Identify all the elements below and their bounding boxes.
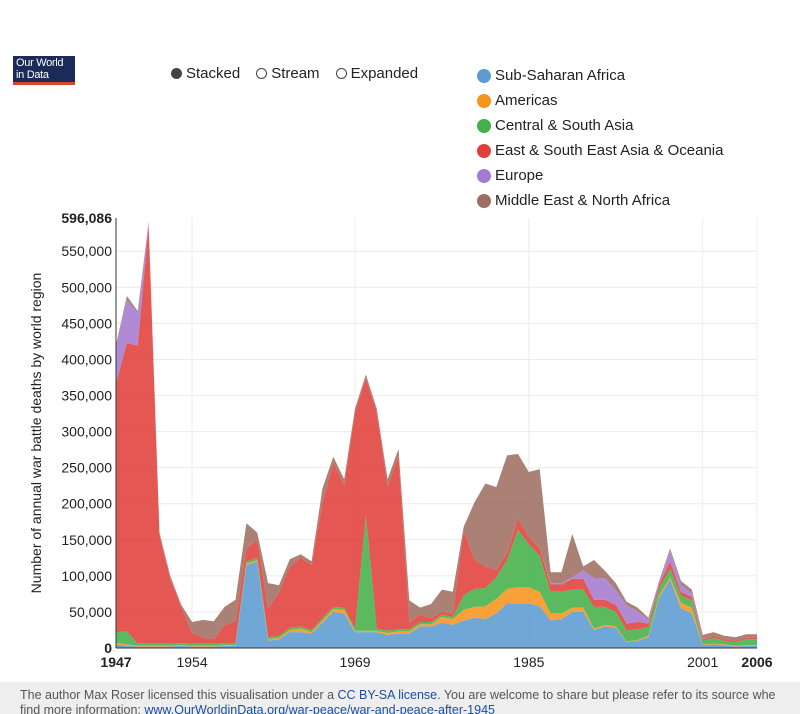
stacked-area-chart: 0 50,000 100,000 150,000 200,000 250,000 300,0…	[28, 210, 773, 670]
source-line: find more information: www.OurWorldinDat…	[20, 703, 800, 714]
area-sub-saharan-africa	[116, 561, 757, 648]
y-tick-label: 400,000	[61, 351, 112, 367]
legend-label: Sub-Saharan Africa	[495, 67, 626, 84]
legend-swatch-icon	[477, 68, 491, 83]
radio-unselected-icon[interactable]	[335, 68, 347, 79]
radio-unselected-icon[interactable]	[256, 68, 268, 79]
license-text: The author Max Roser licensed this visua…	[20, 688, 800, 702]
area-central-south-asia	[116, 515, 757, 646]
x-tick-label: 1969	[339, 654, 370, 670]
footer-text: find more information:	[20, 703, 145, 714]
y-tick-label: 500,000	[61, 279, 112, 295]
legend-swatch-icon	[477, 93, 491, 108]
y-tick-label: 100,000	[61, 568, 112, 584]
area-series	[116, 221, 757, 648]
logo-line1: Our World	[16, 57, 64, 69]
legend-label: East & South East Asia & Oceania	[495, 142, 724, 159]
x-tick-label: 2006	[741, 654, 772, 670]
y-tick-label: 50,000	[69, 604, 112, 620]
our-world-in-data-logo[interactable]: Our World in Data	[13, 56, 75, 85]
legend-item-central-south-asia[interactable]: Central & South Asia	[477, 113, 723, 138]
footer-text: The author Max Roser licensed this visua…	[20, 688, 338, 702]
toggle-stacked[interactable]: Stacked	[171, 65, 240, 82]
y-tick-label: 0	[104, 640, 112, 656]
x-tick-label: 1947	[100, 654, 131, 670]
legend-label: Middle East & North Africa	[495, 192, 671, 209]
legend-swatch-icon	[477, 118, 491, 133]
y-tick-label: 150,000	[61, 532, 112, 548]
area-europe	[116, 223, 757, 641]
legend-item-east-asia-oceania[interactable]: East & South East Asia & Oceania	[477, 138, 723, 163]
x-tick-label: 1954	[176, 654, 207, 670]
legend-item-sub-saharan-africa[interactable]: Sub-Saharan Africa	[477, 63, 723, 88]
y-tick-label: 250,000	[61, 460, 112, 476]
x-tick-label: 1985	[513, 654, 544, 670]
y-tick-label: 300,000	[61, 424, 112, 440]
legend-swatch-icon	[477, 143, 491, 158]
legend-swatch-icon	[477, 168, 491, 183]
y-tick-label: 350,000	[61, 388, 112, 404]
chart-mode-toggles: Stacked Stream Expanded	[171, 65, 418, 82]
y-tick-label: 450,000	[61, 315, 112, 331]
legend-label: Americas	[495, 92, 558, 109]
license-link[interactable]: CC BY-SA license	[337, 688, 438, 702]
legend-item-europe[interactable]: Europe	[477, 163, 723, 188]
legend-label: Central & South Asia	[495, 117, 634, 134]
legend: Sub-Saharan Africa Americas Central & So…	[477, 63, 723, 213]
y-axis-label: Number of annual war battle deaths by wo…	[28, 273, 44, 594]
toggle-stacked-label: Stacked	[186, 65, 241, 82]
logo-line2: in Data	[16, 69, 49, 81]
y-tick-label: 200,000	[61, 496, 112, 512]
footer-text: . You are welcome to share but please re…	[437, 688, 776, 702]
legend-item-middle-east-north-africa[interactable]: Middle East & North Africa	[477, 188, 723, 213]
legend-item-americas[interactable]: Americas	[477, 88, 723, 113]
toggle-expanded-label: Expanded	[350, 65, 419, 82]
x-tick-label: 2001	[687, 654, 718, 670]
legend-swatch-icon	[477, 193, 491, 208]
toggle-stream[interactable]: Stream	[256, 65, 320, 82]
axes: 0 50,000 100,000 150,000 200,000 250,000 300,0…	[61, 210, 772, 670]
radio-selected-icon[interactable]	[171, 68, 182, 79]
y-max-label: 596,086	[61, 210, 112, 226]
area-east-south-east-asia-oceania	[116, 225, 757, 644]
legend-label: Europe	[495, 167, 544, 184]
footer: The author Max Roser licensed this visua…	[0, 682, 800, 714]
toggle-stream-label: Stream	[271, 65, 320, 82]
source-link[interactable]: www.OurWorldinData.org/war-peace/war-and…	[144, 703, 495, 714]
toggle-expanded[interactable]: Expanded	[335, 65, 419, 82]
y-tick-label: 550,000	[61, 243, 112, 259]
